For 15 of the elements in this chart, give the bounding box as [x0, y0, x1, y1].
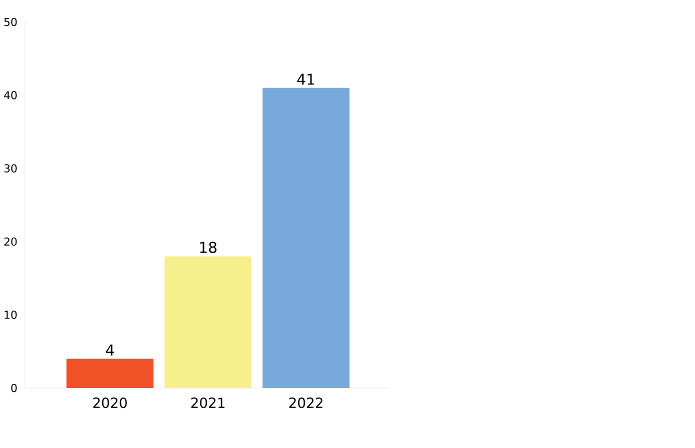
bar [164, 256, 252, 388]
x-tick-label: 2020 [93, 398, 127, 408]
data-label: 18 [200, 242, 216, 254]
y-tick-label: 30 [4, 164, 17, 173]
x-tick-label: 2022 [289, 398, 322, 408]
y-tick-label: 40 [4, 91, 17, 100]
data-label: 4 [106, 344, 114, 356]
y-tick-label: 50 [4, 18, 17, 26]
y-tick-label: 20 [4, 237, 17, 246]
y-tick-label: 10 [4, 310, 17, 319]
bar [262, 88, 350, 388]
y-tick-label: 0 [11, 384, 17, 392]
data-label: 41 [297, 74, 314, 85]
bar [66, 358, 154, 388]
x-tick-label: 2021 [191, 398, 224, 408]
